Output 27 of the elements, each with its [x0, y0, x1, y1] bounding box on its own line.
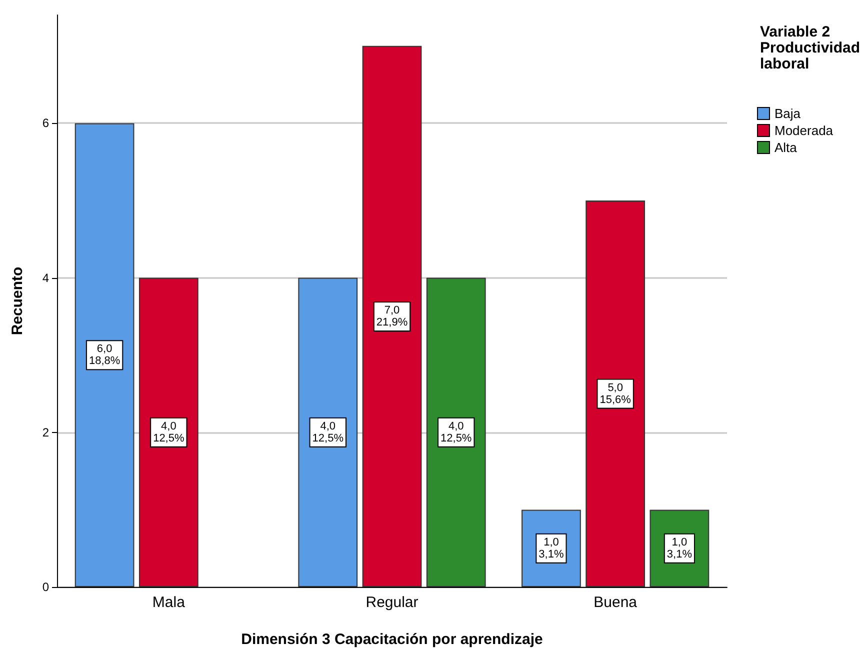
bar — [426, 278, 486, 587]
legend-label: Moderada — [774, 123, 834, 138]
data-label: 1,0 3,1% — [666, 536, 692, 560]
bar — [586, 200, 646, 587]
bar — [298, 278, 358, 587]
data-label: 4,0 12,5% — [440, 420, 472, 444]
y-tick-label: 6 — [42, 116, 50, 130]
data-label: 5,0 15,6% — [600, 382, 632, 406]
data-label: 1,0 3,1% — [538, 536, 564, 560]
bar — [74, 123, 134, 587]
x-tick-label: Buena — [594, 594, 638, 611]
x-axis-title: Dimensión 3 Capacitación por aprendizaje — [241, 631, 543, 648]
data-label: 6,0 18,8% — [88, 343, 120, 368]
y-tick-label: 4 — [42, 270, 50, 285]
y-axis-title: Recuento — [9, 266, 26, 336]
bar — [362, 46, 422, 587]
bar — [138, 278, 198, 587]
data-label: 4,0 12,5% — [312, 420, 344, 444]
x-tick-label: Mala — [152, 594, 186, 611]
legend-label: Baja — [774, 106, 802, 121]
data-label: 4,0 12,5% — [153, 420, 184, 444]
y-tick-label: 0 — [42, 580, 50, 594]
legend-title: Variable 2 Productividad laboral — [760, 24, 860, 72]
y-tick-label: 2 — [42, 425, 50, 440]
legend-label: Alta — [774, 140, 798, 155]
x-tick-label: Regular — [366, 594, 418, 611]
data-label: 7,0 21,9% — [376, 304, 408, 328]
